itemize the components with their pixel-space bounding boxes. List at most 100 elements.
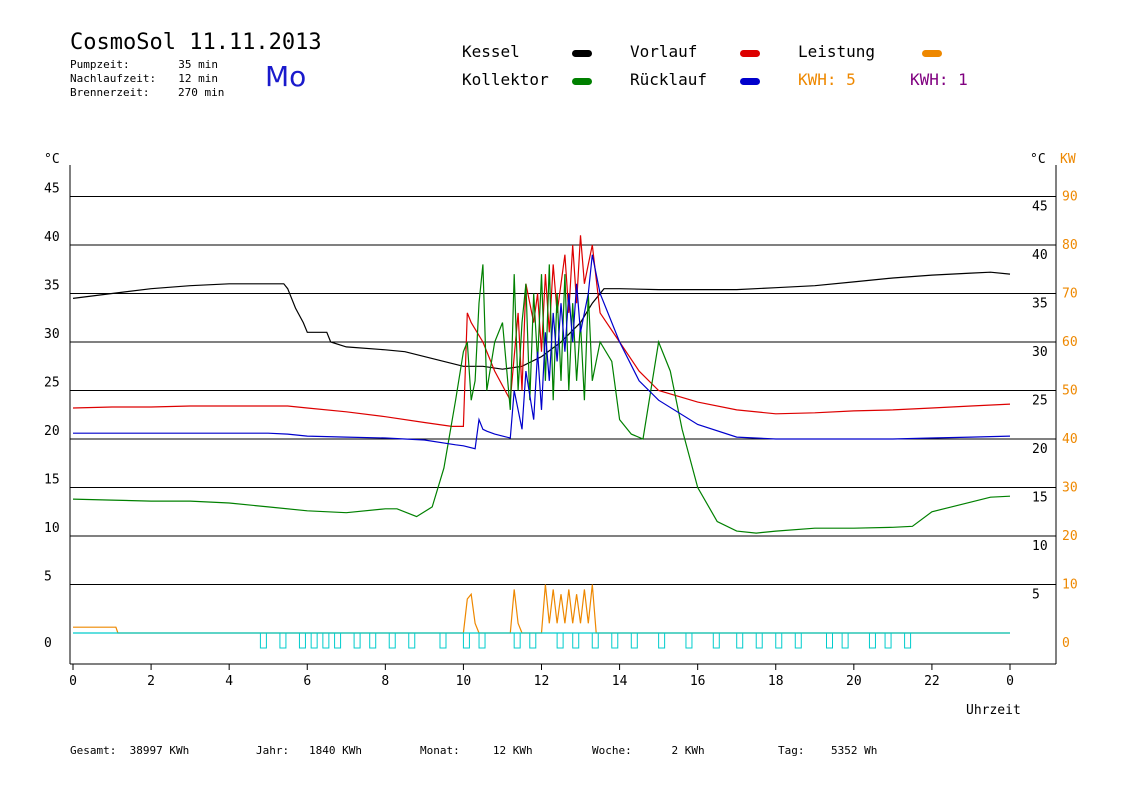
pump-marker <box>611 632 619 649</box>
pump-marker <box>736 632 744 649</box>
pump-marker <box>462 632 470 649</box>
pump-marker <box>322 632 330 649</box>
pump-marker <box>884 632 892 649</box>
footer-monat-label: Monat: <box>420 744 460 757</box>
x-tick-label: 0 <box>69 674 77 689</box>
legend-kwh-purple: KWH: 1 <box>910 70 968 89</box>
pump-marker <box>513 632 521 649</box>
weekday-label: Mo <box>265 60 307 93</box>
legend-kollektor-swatch <box>572 78 592 85</box>
y-tick-label-left: 10 <box>44 521 60 536</box>
pump-marker <box>868 632 876 649</box>
pump-marker <box>826 632 834 649</box>
x-tick-label: 8 <box>381 674 389 689</box>
x-tick-label: 14 <box>612 674 628 689</box>
series-leistung <box>73 584 1010 634</box>
pump-marker <box>794 632 802 649</box>
x-tick-label: 0 <box>1006 674 1014 689</box>
pump-marker <box>556 632 564 649</box>
x-tick-label: 20 <box>846 674 862 689</box>
y-tick-label-left: 25 <box>44 376 60 391</box>
pump-marker <box>630 632 638 649</box>
pump-marker <box>591 632 599 649</box>
y-tick-label-left: 5 <box>44 570 52 585</box>
legend-vorlauf-swatch <box>740 50 760 57</box>
x-tick-label: 22 <box>924 674 940 689</box>
footer-tag: Tag: 5352 Wh <box>778 744 877 757</box>
x-tick-label: 18 <box>768 674 784 689</box>
pump-marker <box>369 632 377 649</box>
chart-title: CosmoSol 11.11.2013 <box>70 30 322 55</box>
legend-ruecklauf-swatch <box>740 78 760 85</box>
y-tick-label-left: 45 <box>44 182 60 197</box>
legend-ruecklauf-label: Rücklauf <box>630 70 708 89</box>
y-tick-label-kw: 50 <box>1062 384 1078 399</box>
pump-marker <box>388 632 396 649</box>
y-tick-label-right: 45 <box>1032 200 1048 215</box>
y-axis-label-right: °C <box>1030 152 1046 167</box>
series-rücklauf <box>73 254 1011 450</box>
pump-marker <box>712 632 720 649</box>
y-tick-label-kw: 60 <box>1062 335 1078 350</box>
y-tick-label-kw: 40 <box>1062 432 1078 447</box>
pump-marker <box>334 632 342 649</box>
footer-gesamt: Gesamt: 38997 KWh <box>70 744 189 757</box>
pump-marker <box>310 632 318 649</box>
pump-marker <box>279 632 287 649</box>
pumpzeit-label: Pumpzeit: <box>70 58 130 71</box>
x-tick-label: 10 <box>456 674 472 689</box>
x-tick-label: 12 <box>534 674 550 689</box>
footer-tag-value: 5352 Wh <box>831 744 878 757</box>
y-tick-label-kw: 0 <box>1062 636 1070 651</box>
brennerzeit-label: Brennerzeit: <box>70 86 150 99</box>
pump-marker <box>685 632 693 649</box>
footer-jahr-label: Jahr: <box>256 744 290 757</box>
footer-monat: Monat: 12 KWh <box>420 744 533 757</box>
pump-marker <box>904 632 912 649</box>
nachlaufzeit-value: 12 min <box>178 72 218 85</box>
y-axis-label-kw: KW <box>1060 152 1076 167</box>
legend-kwh-leistung: KWH: 5 <box>798 70 856 89</box>
footer-jahr-value: 1840 KWh <box>309 744 362 757</box>
y-tick-label-right: 25 <box>1032 394 1048 409</box>
x-tick-label: 4 <box>225 674 233 689</box>
y-tick-label-kw: 30 <box>1062 481 1078 496</box>
pump-marker <box>529 632 537 649</box>
pump-marker <box>775 632 783 649</box>
y-tick-label-kw: 80 <box>1062 238 1078 253</box>
brennerzeit-value: 270 min <box>178 86 225 99</box>
y-tick-label-right: 40 <box>1032 248 1048 263</box>
footer-monat-value: 12 KWh <box>492 744 533 757</box>
pump-marker <box>841 632 849 649</box>
y-tick-label-left: 30 <box>44 327 60 342</box>
legend-vorlauf-label: Vorlauf <box>630 42 698 61</box>
footer-gesamt-label: Gesamt: <box>70 744 117 757</box>
pump-marker <box>353 632 361 649</box>
pump-marker <box>658 632 666 649</box>
pump-marker <box>755 632 763 649</box>
pump-marker <box>439 632 447 649</box>
legend-leistung-swatch <box>922 50 942 57</box>
y-tick-label-right: 20 <box>1032 442 1048 457</box>
x-tick-label: 6 <box>303 674 311 689</box>
brennerzeit-row: Brennerzeit: 270 min <box>70 86 224 99</box>
pump-marker <box>408 632 416 649</box>
series-kollektor <box>72 264 1011 534</box>
legend-kessel-label: Kessel <box>462 42 520 61</box>
footer-jahr: Jahr: 1840 KWh <box>256 744 362 757</box>
y-tick-label-left: 15 <box>44 473 60 488</box>
nachlaufzeit-row: Nachlaufzeit: 12 min <box>70 72 218 85</box>
legend-leistung-label: Leistung <box>798 42 876 61</box>
pump-marker <box>298 632 306 649</box>
x-tick-label: 2 <box>147 674 155 689</box>
series-vorlauf <box>72 235 1011 427</box>
y-tick-label-kw: 70 <box>1062 287 1078 302</box>
footer-woche-value: 2 KWh <box>671 744 705 757</box>
pumpzeit-value: 35 min <box>178 58 218 71</box>
y-tick-label-right: 30 <box>1032 345 1048 360</box>
pump-marker <box>259 632 267 649</box>
x-tick-label: 16 <box>690 674 706 689</box>
pumpzeit-row: Pumpzeit: 35 min <box>70 58 218 71</box>
footer-woche-label: Woche: <box>592 744 632 757</box>
